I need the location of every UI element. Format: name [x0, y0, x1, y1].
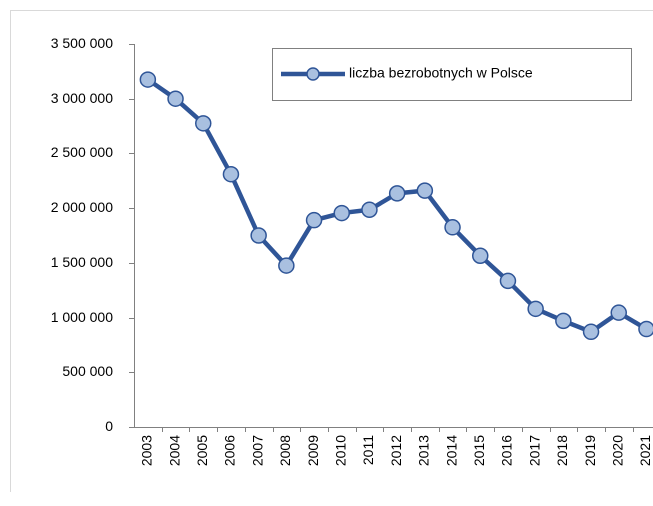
- data-point: [167, 90, 184, 107]
- x-tick-label: 2006: [222, 435, 238, 466]
- x-tick-label: 2004: [166, 435, 182, 466]
- data-point: [499, 272, 517, 290]
- data-point: [582, 323, 600, 341]
- y-tick-label: 2 500 000: [51, 144, 113, 160]
- data-point: [527, 300, 544, 318]
- x-tick-label: 2020: [609, 435, 625, 466]
- y-tick-label: 0: [105, 418, 113, 434]
- x-tick-label: 2014: [443, 435, 459, 466]
- x-tick-label: 2008: [277, 435, 293, 466]
- data-point: [638, 320, 653, 338]
- x-tick-label: 2012: [388, 435, 404, 466]
- x-tick-label: 2017: [526, 435, 542, 466]
- data-point: [139, 71, 157, 88]
- x-tick-label: 2021: [637, 435, 653, 466]
- series-line: [146, 77, 648, 335]
- y-tick-label: 1 000 000: [51, 309, 113, 325]
- legend-label: liczba bezrobotnych w Polsce: [349, 65, 533, 81]
- x-tick-label: 2016: [499, 435, 515, 466]
- y-tick-label: 3 500 000: [51, 35, 113, 51]
- x-tick-label: 2005: [194, 435, 210, 466]
- data-point: [555, 312, 572, 330]
- x-tick-label: 2010: [332, 435, 348, 466]
- data-point: [416, 182, 434, 199]
- data-point: [305, 211, 323, 229]
- y-tick-label: 500 000: [62, 363, 113, 379]
- x-tick-label: 2018: [554, 435, 570, 466]
- data-point: [388, 185, 406, 202]
- x-tick-label: 2007: [249, 435, 265, 466]
- y-tick-label: 2 000 000: [51, 199, 113, 215]
- x-tick-label: 2019: [582, 435, 598, 466]
- data-point: [333, 204, 350, 222]
- data-point: [361, 201, 378, 219]
- x-tick-label: 2003: [139, 435, 155, 466]
- data-point: [472, 247, 489, 264]
- data-point: [610, 304, 627, 321]
- data-point: [195, 115, 212, 132]
- x-tick-label: 2013: [416, 435, 432, 466]
- x-tick-label: 2015: [471, 435, 487, 466]
- x-tick-label: 2011: [360, 435, 376, 465]
- y-tick-label: 3 000 000: [51, 90, 113, 106]
- x-tick-label: 2009: [305, 435, 321, 466]
- data-point: [278, 257, 295, 274]
- data-point: [444, 219, 461, 236]
- data-point: [250, 227, 267, 244]
- legend-marker: [306, 67, 320, 81]
- data-point: [222, 165, 240, 183]
- y-tick-label: 1 500 000: [51, 254, 113, 270]
